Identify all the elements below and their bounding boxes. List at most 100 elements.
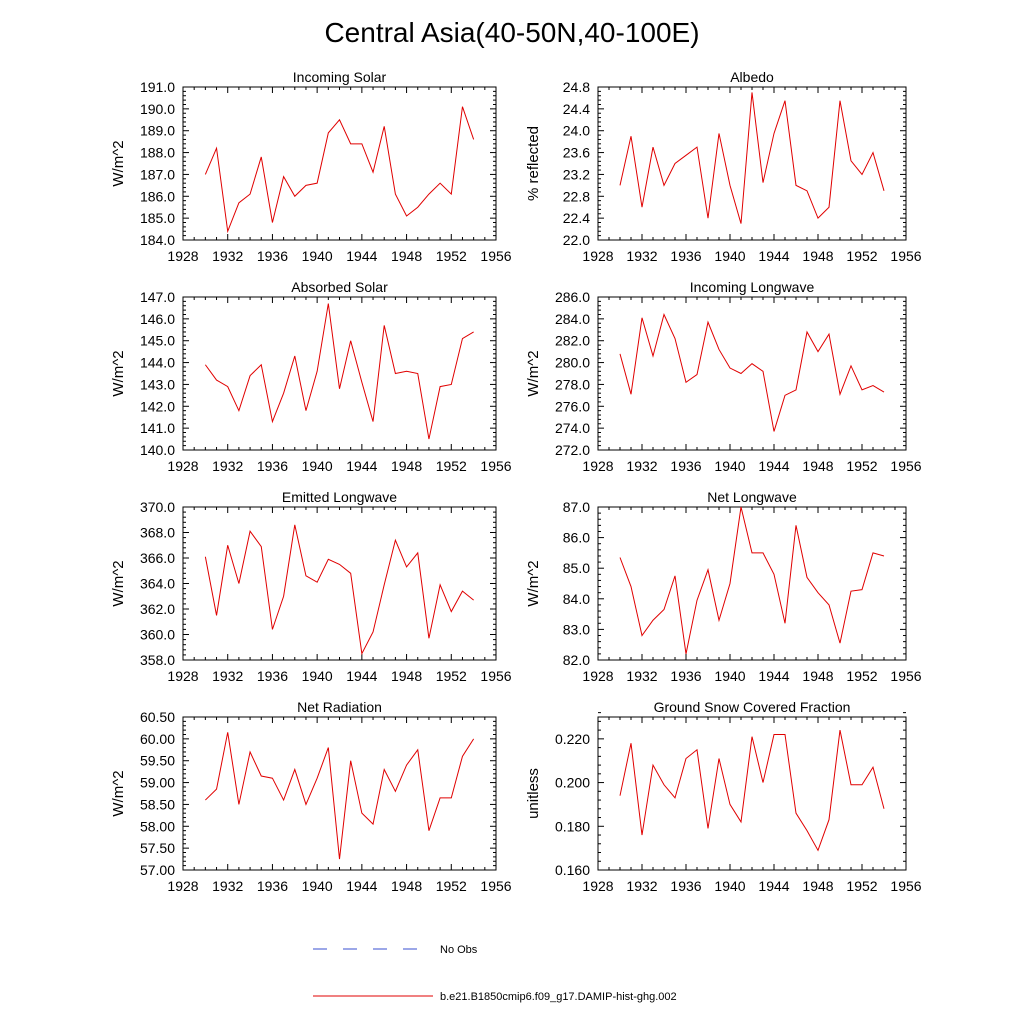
x-tick-label: 1928 xyxy=(167,668,198,684)
x-tick-label: 1948 xyxy=(802,668,833,684)
x-tick-label: 1936 xyxy=(257,248,288,264)
y-tick-label: 358.0 xyxy=(140,652,175,668)
panel-title: Incoming Longwave xyxy=(690,279,815,295)
y-tick-label: 191.0 xyxy=(140,79,175,95)
x-tick-label: 1948 xyxy=(391,458,422,474)
series-line xyxy=(205,732,475,860)
x-tick-label: 1944 xyxy=(346,248,377,264)
y-tick-label: 0.180 xyxy=(555,818,590,834)
x-tick-label: 1928 xyxy=(582,458,613,474)
x-tick-label: 1932 xyxy=(212,458,243,474)
plot-frame xyxy=(597,86,907,241)
y-tick-label: 362.0 xyxy=(140,601,175,617)
x-tick-label: 1948 xyxy=(391,668,422,684)
y-tick-label: 140.0 xyxy=(140,442,175,458)
y-tick-label: 23.6 xyxy=(563,145,590,161)
x-tick-label: 1944 xyxy=(758,878,789,894)
y-tick-label: 370.0 xyxy=(140,499,175,515)
series-line xyxy=(204,524,474,656)
plot-frame xyxy=(182,296,497,451)
x-tick-label: 1956 xyxy=(890,878,921,894)
y-tick-label: 0.220 xyxy=(555,731,590,747)
y-tick-label: 59.00 xyxy=(140,775,175,791)
x-tick-label: 1944 xyxy=(758,248,789,264)
plot-frame xyxy=(597,296,907,451)
x-tick-label: 1940 xyxy=(714,668,745,684)
y-tick-label: 58.00 xyxy=(140,818,175,834)
x-tick-label: 1928 xyxy=(582,668,613,684)
panel-incoming-solar: Incoming Solar W/m^2 1928 1932 1936 1940 1944 1… xyxy=(110,69,512,264)
y-tick-label: 145.0 xyxy=(140,333,175,349)
x-tick-label: 1944 xyxy=(346,458,377,474)
y-tick-label: 147.0 xyxy=(140,289,175,305)
x-tick-label: 1936 xyxy=(257,878,288,894)
series-line xyxy=(619,313,885,432)
x-tick-label: 1936 xyxy=(257,458,288,474)
series-line xyxy=(204,303,474,440)
x-tick-label: 1956 xyxy=(480,458,511,474)
series-line xyxy=(619,730,885,852)
y-tick-label: 143.0 xyxy=(140,376,175,392)
x-tick-label: 1936 xyxy=(670,878,701,894)
y-tick-label: 184.0 xyxy=(140,232,175,248)
x-tick-label: 1936 xyxy=(670,248,701,264)
y-axis-label: W/m^2 xyxy=(110,350,127,396)
x-tick-label: 1956 xyxy=(480,248,511,264)
legend-obs-label: No Obs xyxy=(440,944,478,956)
y-tick-label: 364.0 xyxy=(140,576,175,592)
y-tick-label: 144.0 xyxy=(140,355,175,371)
panel-ground-snow-covered-fraction: Ground Snow Covered Fraction unitless 1928… xyxy=(525,699,922,894)
x-tick-label: 1936 xyxy=(670,668,701,684)
y-tick-label: 60.00 xyxy=(140,731,175,747)
x-tick-label: 1936 xyxy=(670,458,701,474)
y-tick-label: 190.0 xyxy=(140,101,175,117)
panel-incoming-longwave: Incoming Longwave W/m^2 1928 1932 1936 1940 19… xyxy=(525,279,922,474)
y-tick-label: 185.0 xyxy=(140,210,175,226)
y-tick-label: 187.0 xyxy=(140,166,175,182)
y-tick-label: 23.2 xyxy=(563,166,590,182)
x-tick-label: 1952 xyxy=(436,668,467,684)
y-tick-label: 286.0 xyxy=(555,289,590,305)
x-tick-label: 1932 xyxy=(212,668,243,684)
x-tick-label: 1936 xyxy=(257,668,288,684)
y-tick-label: 188.0 xyxy=(140,145,175,161)
x-tick-label: 1948 xyxy=(802,248,833,264)
x-tick-label: 1944 xyxy=(346,668,377,684)
x-tick-label: 1940 xyxy=(302,878,333,894)
legend: No Obs b.e21.B1850cmip6.f09_g17.DAMIP-hi… xyxy=(313,944,677,1003)
panel-net-longwave: Net Longwave W/m^2 1928 1932 1936 1940 1944 194… xyxy=(525,489,922,684)
y-tick-label: 276.0 xyxy=(555,398,590,414)
series-line xyxy=(619,506,885,654)
y-tick-label: 86.0 xyxy=(563,530,590,546)
y-tick-label: 141.0 xyxy=(140,420,175,436)
y-tick-label: 142.0 xyxy=(140,398,175,414)
y-tick-label: 280.0 xyxy=(555,355,590,371)
y-tick-label: 0.160 xyxy=(555,862,590,878)
plot-frame xyxy=(182,86,497,241)
y-tick-label: 84.0 xyxy=(563,591,590,607)
x-tick-label: 1928 xyxy=(167,248,198,264)
x-tick-label: 1956 xyxy=(480,668,511,684)
y-tick-label: 83.0 xyxy=(563,621,590,637)
panel-absorbed-solar: Absorbed Solar W/m^2 1928 1932 1936 1940 1944 1… xyxy=(110,279,512,474)
y-tick-label: 24.4 xyxy=(563,101,590,117)
x-tick-label: 1940 xyxy=(714,248,745,264)
x-tick-label: 1956 xyxy=(890,668,921,684)
x-tick-label: 1944 xyxy=(346,878,377,894)
x-tick-label: 1940 xyxy=(302,458,333,474)
y-tick-label: 146.0 xyxy=(140,311,175,327)
y-axis-label: W/m^2 xyxy=(110,560,127,606)
x-tick-label: 1928 xyxy=(582,248,613,264)
x-tick-label: 1940 xyxy=(714,458,745,474)
x-tick-label: 1948 xyxy=(391,248,422,264)
x-tick-label: 1928 xyxy=(582,878,613,894)
x-tick-label: 1956 xyxy=(890,248,921,264)
y-tick-label: 284.0 xyxy=(555,311,590,327)
y-tick-label: 82.0 xyxy=(563,652,590,668)
panel-albedo: Albedo % reflected 1928 1932 1936 1940 1944 194… xyxy=(525,69,922,264)
panel-title: Net Radiation xyxy=(297,699,382,715)
panel-title: Net Longwave xyxy=(707,489,797,505)
x-tick-label: 1952 xyxy=(436,878,467,894)
x-tick-label: 1952 xyxy=(846,878,877,894)
